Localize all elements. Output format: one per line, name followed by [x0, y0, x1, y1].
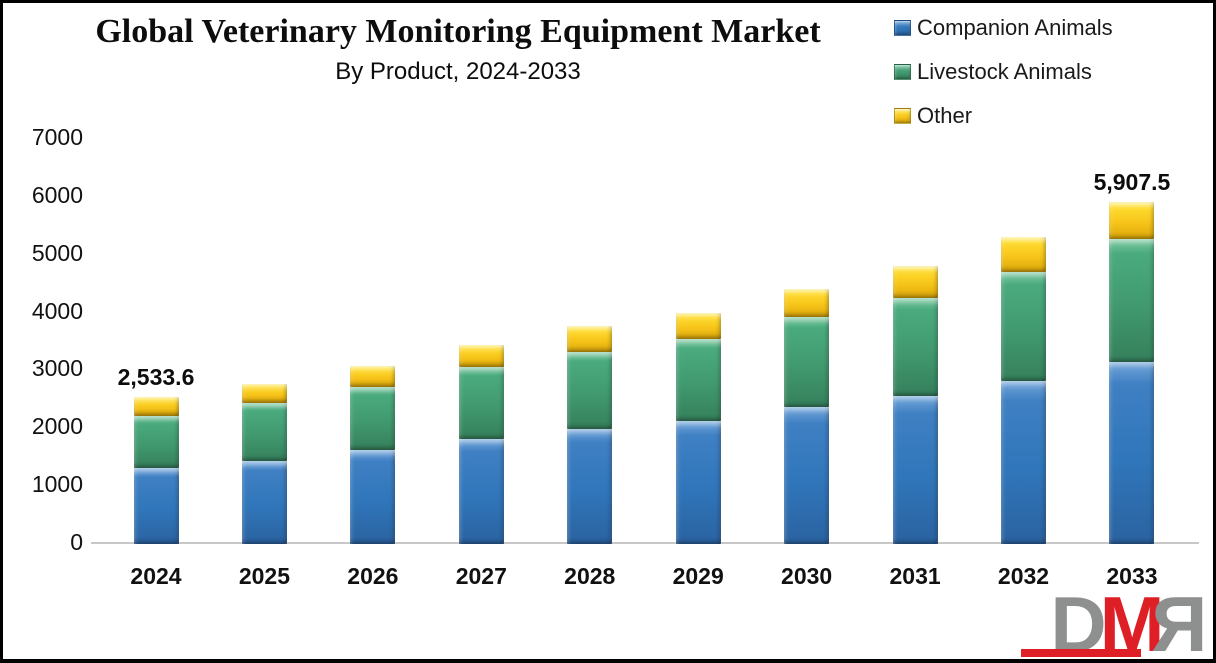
- logo-letter-r: R: [1157, 580, 1207, 663]
- bar-segment-livestock-2027: [458, 366, 504, 440]
- y-tick-5000: 5000: [31, 239, 83, 266]
- x-tick-2026: 2026: [347, 563, 399, 589]
- x-tick-2028: 2028: [564, 563, 616, 589]
- y-tick-2000: 2000: [31, 413, 83, 440]
- legend-item-other: Other: [894, 103, 1113, 128]
- y-tick-0: 0: [70, 529, 83, 555]
- bar-segment-livestock-2029: [675, 338, 721, 421]
- bar-segment-livestock-2031: [892, 297, 938, 397]
- legend-swatch-companion-icon: [894, 20, 911, 36]
- bar-segment-other-2024: [133, 397, 179, 416]
- bar-segment-companion-2031: [892, 396, 938, 544]
- bar-segment-other-2025: [241, 384, 287, 404]
- bar-segment-livestock-2032: [1001, 271, 1047, 381]
- bar-segment-companion-2024: [133, 468, 179, 544]
- plot-area: 2,533.6 5,907.5: [98, 139, 1198, 544]
- legend-item-companion-animals: Companion Animals: [894, 15, 1113, 40]
- legend-label: Other: [917, 103, 973, 128]
- y-tick-4000: 4000: [31, 297, 83, 324]
- legend: Companion Animals Livestock Animals Othe…: [894, 15, 1113, 148]
- bar-segment-livestock-2033: [1109, 239, 1155, 363]
- chart-subtitle: By Product, 2024-2033: [335, 58, 581, 85]
- x-tick-2031: 2031: [889, 563, 941, 589]
- bar-segment-livestock-2025: [241, 403, 287, 461]
- bar-segment-other-2030: [784, 289, 830, 317]
- bar-2029: [675, 312, 721, 544]
- bar-2031: [892, 266, 938, 544]
- bar-2028: [567, 326, 613, 544]
- legend-label: Livestock Animals: [917, 59, 1092, 84]
- legend-swatch-other-icon: [894, 108, 911, 124]
- y-tick-6000: 6000: [31, 181, 83, 208]
- legend-label: Companion Animals: [917, 15, 1113, 40]
- bar-2032: [1001, 237, 1047, 544]
- y-tick-7000: 7000: [31, 124, 83, 150]
- bar-segment-livestock-2028: [567, 351, 613, 429]
- bar-segment-companion-2026: [350, 450, 396, 544]
- bar-segment-livestock-2030: [784, 316, 830, 408]
- bar-segment-other-2031: [892, 266, 938, 298]
- bar-2033: 5,907.5: [1094, 169, 1170, 544]
- bar-segment-other-2032: [1001, 237, 1047, 272]
- bar-segment-other-2026: [350, 365, 396, 388]
- y-tick-1000: 1000: [31, 471, 83, 498]
- bar-segment-livestock-2026: [350, 387, 396, 451]
- bar-segment-companion-2030: [784, 407, 830, 544]
- legend-swatch-livestock-icon: [894, 64, 911, 80]
- bar-total-label-2033: 5,907.5: [1093, 169, 1171, 196]
- x-tick-2030: 2030: [781, 563, 833, 589]
- bar-2025: [241, 384, 287, 544]
- bar-segment-companion-2028: [567, 428, 613, 544]
- bar-segment-companion-2033: [1109, 362, 1155, 544]
- bar-segment-companion-2027: [458, 439, 504, 544]
- bar-segment-companion-2029: [675, 420, 721, 544]
- dmr-logo: DMR: [1011, 580, 1207, 663]
- bar-segment-companion-2032: [1001, 380, 1047, 544]
- bar-segment-livestock-2024: [133, 415, 179, 469]
- chart-title: Global Veterinary Monitoring Equipment M…: [95, 13, 821, 50]
- y-axis-labels: 0 1000 2000 3000 4000 5000 6000 7000: [11, 3, 83, 659]
- bar-segment-other-2029: [675, 312, 721, 339]
- x-tick-2024: 2024: [130, 563, 182, 589]
- legend-item-livestock-animals: Livestock Animals: [894, 59, 1113, 84]
- logo-letter-d: D: [1050, 580, 1106, 663]
- bar-segment-other-2027: [458, 344, 504, 367]
- bar-segment-companion-2025: [241, 460, 287, 544]
- logo-red-bar: [1021, 649, 1141, 657]
- x-tick-2029: 2029: [672, 563, 724, 589]
- bar-total-label-2024: 2,533.6: [117, 364, 195, 391]
- bar-2024: 2,533.6: [118, 364, 194, 544]
- x-tick-2025: 2025: [238, 563, 291, 589]
- bar-2026: [350, 365, 396, 544]
- x-axis-line: [91, 542, 1199, 544]
- bar-2027: [458, 344, 504, 544]
- logo-letter-m: M: [1099, 580, 1165, 663]
- x-tick-2027: 2027: [455, 563, 507, 589]
- bar-segment-other-2028: [567, 326, 613, 352]
- y-tick-3000: 3000: [31, 355, 83, 382]
- dmr-logo-letters: DMR: [1050, 580, 1207, 663]
- bar-segment-other-2033: [1109, 202, 1155, 240]
- bar-2030: [784, 289, 830, 544]
